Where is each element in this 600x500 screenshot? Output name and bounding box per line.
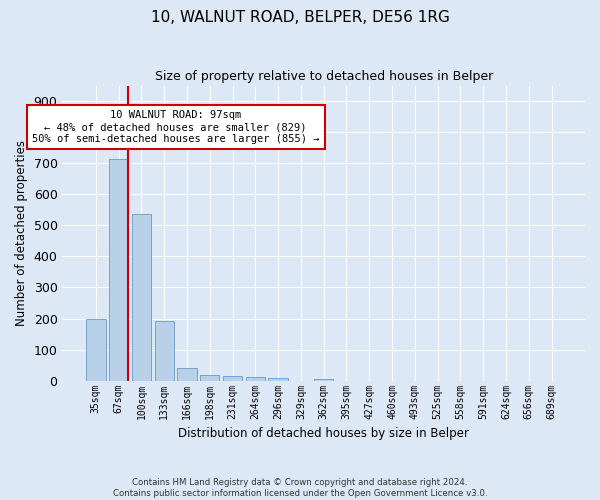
Bar [178,368,197,380]
Bar [132,214,151,380]
Title: Size of property relative to detached houses in Belper: Size of property relative to detached ho… [155,70,493,83]
Bar [155,320,174,380]
Text: Contains HM Land Registry data © Crown copyright and database right 2024.
Contai: Contains HM Land Registry data © Crown c… [113,478,487,498]
Y-axis label: Number of detached properties: Number of detached properties [15,140,28,326]
Bar [109,160,128,380]
Bar [268,378,288,380]
Bar [200,375,220,380]
Bar [314,379,334,380]
Bar [223,376,242,380]
X-axis label: Distribution of detached houses by size in Belper: Distribution of detached houses by size … [178,427,469,440]
Text: 10, WALNUT ROAD, BELPER, DE56 1RG: 10, WALNUT ROAD, BELPER, DE56 1RG [151,10,449,25]
Bar [245,377,265,380]
Text: 10 WALNUT ROAD: 97sqm
← 48% of detached houses are smaller (829)
50% of semi-det: 10 WALNUT ROAD: 97sqm ← 48% of detached … [32,110,319,144]
Bar [86,318,106,380]
